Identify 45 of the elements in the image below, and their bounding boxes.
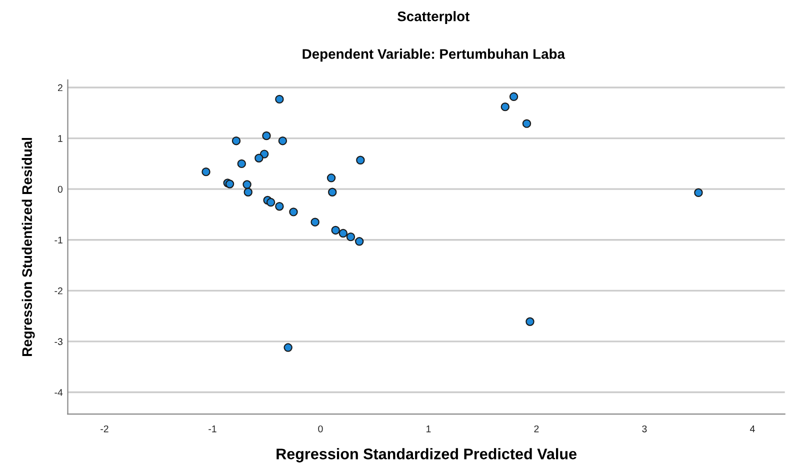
point: [331, 226, 340, 235]
point: [232, 136, 241, 146]
y-tick-label: -1: [54, 236, 62, 244]
point: [284, 343, 292, 352]
x-tick-label: 0: [318, 425, 323, 432]
point: [346, 232, 356, 242]
y-tick-label: -2: [54, 287, 62, 294]
y-tick-label: -4: [54, 389, 63, 396]
point: [266, 198, 276, 207]
point: [278, 136, 288, 146]
point: [509, 92, 518, 102]
point: [254, 154, 264, 162]
point: [338, 228, 348, 238]
x-tick-label: 4: [750, 426, 755, 432]
y-tick-label: 1: [58, 135, 62, 142]
point: [225, 180, 234, 188]
point: [326, 174, 336, 182]
chart-subtitle: Dependent Variable: Pertumbuhan Laba: [302, 48, 566, 62]
point: [275, 94, 284, 104]
point: [244, 188, 252, 196]
x-tick-label: -1: [208, 426, 216, 432]
point: [262, 131, 271, 140]
point: [289, 208, 298, 216]
chart-title: Scatterplot: [398, 11, 470, 24]
point: [694, 188, 703, 198]
point: [275, 202, 284, 211]
y-axis-title: Regression Studentized Residual: [22, 138, 35, 356]
y-tick-label: 2: [58, 84, 62, 92]
x-tick-label: 2: [534, 425, 539, 432]
point: [310, 218, 320, 226]
point: [242, 180, 252, 189]
point: [354, 237, 364, 246]
point: [356, 156, 365, 164]
point: [522, 119, 532, 128]
point: [237, 159, 246, 168]
x-tick-label: 1: [426, 426, 431, 432]
x-tick-label: 3: [642, 425, 647, 432]
point: [202, 167, 210, 176]
x-tick-label: -2: [100, 425, 108, 432]
y-tick-label: 0: [58, 186, 63, 193]
point: [500, 102, 510, 112]
x-axis-title: Regression Standardized Predicted Value: [276, 448, 576, 462]
point: [526, 317, 534, 326]
y-tick-label: -3: [54, 338, 62, 346]
point: [328, 188, 337, 196]
